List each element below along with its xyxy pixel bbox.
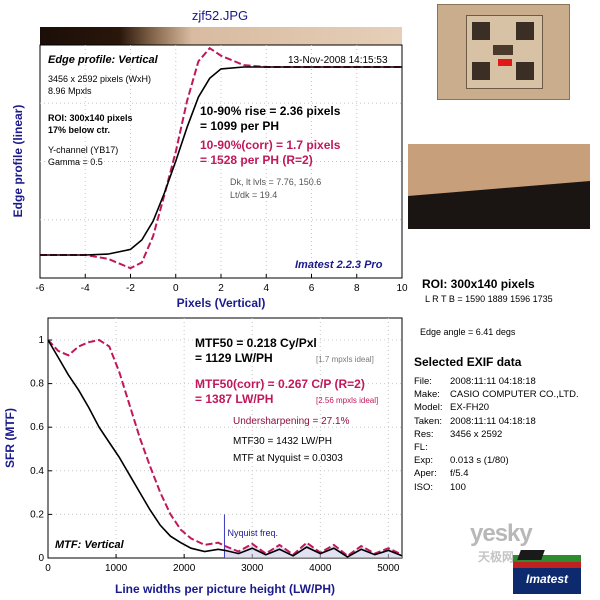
exif-value: 2008:11:11 04:18:18 (450, 376, 536, 387)
edge-profile-measured-line (40, 66, 402, 256)
mtf-y-tick-label: 0.4 (30, 466, 44, 477)
exif-row: Taken: 2008:11:11 04:18:18 (414, 416, 579, 429)
mtf-x-tick-label: 1000 (105, 563, 128, 574)
mtf-y-tick-label: 0.8 (30, 379, 44, 390)
exif-row: ISO: 100 (414, 482, 579, 495)
gamma-text: Gamma = 0.5 (48, 157, 103, 167)
mtf-x-axis-label: Line widths per picture height (LW/PH) (115, 582, 335, 596)
mtf50-ideal-text: [1.7 mpxls ideal] (316, 355, 374, 364)
exif-title: Selected EXIF data (414, 355, 522, 369)
undersharpening-text: Undersharpening = 27.1% (233, 416, 350, 427)
exif-key: File: (414, 376, 432, 387)
edge-x-axis-label: Pixels (Vertical) (177, 296, 266, 310)
exif-list: File: 2008:11:11 04:18:18 Make: CASIO COMPU… (414, 376, 579, 495)
mtf-y-tick-label: 1 (38, 335, 44, 346)
imatest-logo-text: Imatest (525, 572, 569, 586)
rise-corr-per-ph-text: = 1528 per PH (R=2) (200, 153, 313, 167)
exif-row: Make: CASIO COMPUTER CO.,LTD. (414, 389, 579, 402)
roi-coordinates: L R T B = 1590 1889 1596 1735 (425, 294, 553, 304)
edge-x-tick-label: 8 (354, 283, 360, 294)
mtf-chart: 0 1000 2000 3000 4000 5000 0 0.2 0.4 0.6 0.8 1 Nyqu… (3, 317, 403, 596)
rise-per-ph-text: = 1099 per PH (200, 119, 279, 133)
channel-text: Y-channel (YB17) (48, 145, 118, 155)
exif-row: Res: 3456 x 2592 (414, 429, 579, 442)
edge-angle-text: Edge angle = 6.41 degs (420, 327, 516, 337)
edge-x-tick-label: 6 (309, 283, 315, 294)
mtf-plot-title: MTF: Vertical (55, 539, 125, 551)
edge-x-tick-label: -6 (36, 283, 45, 294)
exif-row: Exp: 0.013 s (1/80) (414, 455, 579, 468)
mtf-y-tick-label: 0 (38, 553, 44, 564)
edge-plot-title: Edge profile: Vertical (48, 54, 159, 66)
edge-x-tick-label: 0 (173, 283, 179, 294)
mtf-y-tick-label: 0.6 (30, 422, 44, 433)
mtf-corrected-line (47, 338, 403, 558)
mtf-x-tick-label: 0 (45, 563, 51, 574)
edge-gradient-strip (40, 27, 402, 45)
mtf-x-tick-label: 2000 (173, 563, 196, 574)
edge-x-tick-label: 10 (396, 283, 408, 294)
mtf-x-tick-label: 4000 (309, 563, 332, 574)
roi-title: ROI: 300x140 pixels (422, 277, 535, 291)
mtf-x-tick-label: 5000 (377, 563, 400, 574)
exif-value: f/5.4 (450, 468, 469, 480)
exif-value: 100 (450, 481, 466, 493)
exif-value: 3456 x 2592 (450, 428, 503, 440)
exif-key: FL: (414, 441, 428, 453)
exif-row: FL: (414, 442, 579, 455)
light-dark-ratio-text: Lt/dk = 19.4 (230, 190, 277, 200)
edge-x-tick-label: 2 (218, 283, 224, 294)
test-chart-thumbnail (437, 4, 570, 100)
edge-x-tick-label: -2 (126, 283, 135, 294)
edge-x-tick-label: 4 (263, 283, 269, 294)
mpxls-text: 8.96 Mpxls (48, 86, 92, 96)
mtf50-text: MTF50 = 0.218 Cy/Pxl (195, 336, 317, 350)
edge-profile-corrected-line (40, 46, 402, 270)
mtf50-corr-lwph-text: = 1387 LW/PH (195, 392, 273, 406)
yesky-watermark-cn: 天极网 (478, 550, 515, 564)
imatest-version-text: Imatest 2.2.3 Pro (295, 259, 383, 271)
exif-value: 2008:11:11 04:18:18 (450, 415, 536, 427)
edge-x-tick-label: -4 (81, 283, 90, 294)
exif-row: Aper: f/5.4 (414, 468, 579, 481)
exif-key: ISO: (414, 481, 434, 493)
rise-text: 10-90% rise = 2.36 pixels (200, 104, 341, 118)
roi-offset-text: 17% below ctr. (48, 125, 110, 135)
mtf-y-axis-label: SFR (MTF) (3, 408, 17, 468)
mtf30-text: MTF30 = 1432 LW/PH (233, 436, 332, 447)
dark-light-levels-text: Dk, lt lvls = 7.76, 150.6 (230, 177, 321, 187)
exif-value: 0.013 s (1/80) (450, 455, 509, 467)
exif-row: File: 2008:11:11 04:18:18 (414, 376, 579, 389)
exif-key: Aper: (414, 468, 437, 480)
exif-value: CASIO COMPUTER CO.,LTD. (450, 389, 579, 401)
nyquist-label: Nyquist freq. (227, 528, 278, 538)
exif-key: Model: (414, 402, 443, 414)
mtf-measured-line (47, 339, 403, 558)
exif-value: EX-FH20 (450, 402, 490, 414)
mtf50-corr-text: MTF50(corr) = 0.267 C/P (R=2) (195, 377, 365, 391)
roi-crop-image (408, 144, 590, 229)
yesky-watermark: yesky (470, 520, 533, 547)
exif-key: Exp: (414, 455, 434, 467)
exif-row: Model: EX-FH20 (414, 402, 579, 415)
mtf-x-tick-label: 3000 (241, 563, 264, 574)
edge-profile-chart: -6 -4 -2 0 2 4 6 8 10 Edge profile: Vertical 13-… (11, 27, 408, 310)
edge-y-axis-label: Edge profile (linear) (11, 105, 25, 218)
exif-key: Make: (414, 389, 440, 401)
mtf-y-tick-label: 0.2 (30, 509, 44, 520)
imatest-logo: Imatest (513, 548, 581, 594)
exif-value (444, 442, 450, 455)
exif-key: Res: (414, 428, 434, 440)
roi-text: ROI: 300x140 pixels (48, 113, 133, 123)
file-title: zjf52.JPG (191, 8, 249, 23)
mtf-nyquist-text: MTF at Nyquist = 0.0303 (233, 453, 343, 464)
image-size-text: 3456 x 2592 pixels (WxH) (48, 74, 151, 84)
edge-timestamp: 13-Nov-2008 14:15:53 (288, 55, 388, 66)
mtf50-corr-ideal-text: [2.56 mpxls ideal] (316, 396, 378, 405)
mtf50-lwph-text: = 1129 LW/PH (195, 351, 273, 365)
rise-corr-text: 10-90%(corr) = 1.7 pixels (200, 138, 341, 152)
exif-key: Taken: (414, 415, 442, 427)
